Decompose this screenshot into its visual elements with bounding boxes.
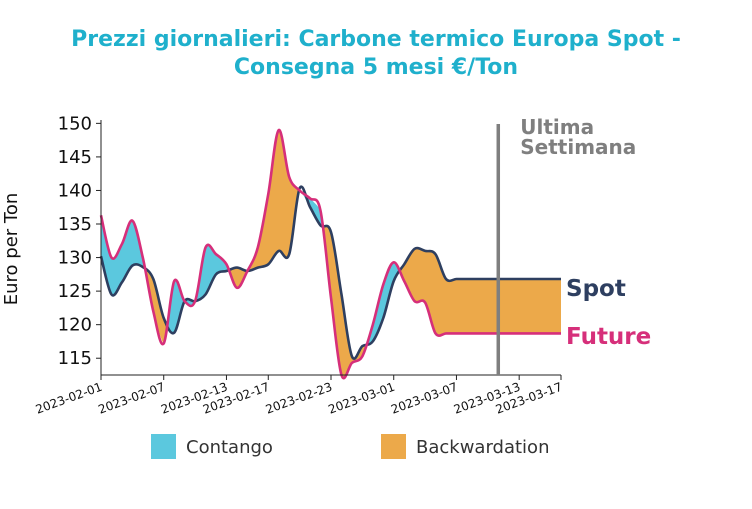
chart-title-line-2: Consegna 5 mesi €/Ton — [234, 55, 518, 80]
chart-title: Prezzi giornalieri: Carbone termico Euro… — [71, 27, 681, 80]
backwardation-region-8 — [399, 248, 561, 336]
chart-title-line-1: Prezzi giornalieri: Carbone termico Euro… — [71, 27, 681, 52]
backwardation-region-6 — [322, 225, 367, 379]
y-tick-label-125: 125 — [58, 281, 92, 302]
series-line-future — [99, 128, 561, 380]
end-label-spot: Spot — [566, 276, 626, 302]
last-week-label-line-2: Settimana — [520, 135, 636, 159]
end-label-future: Future — [566, 324, 651, 350]
y-tick-label-115: 115 — [58, 348, 92, 369]
legend-label-contango: Contango — [186, 437, 273, 458]
x-tick-label-2023-03-07: 2023-03-07 — [389, 380, 459, 417]
legend-swatch-contango — [151, 434, 176, 459]
y-axis-label: Euro per Ton — [1, 193, 22, 306]
series-end-labels: Spot Future — [566, 276, 651, 350]
x-tick-label-2023-03-01: 2023-03-01 — [326, 380, 396, 417]
y-tick-label-120: 120 — [58, 315, 92, 336]
backwardation-region-1 — [145, 269, 168, 344]
series-line-spot — [99, 185, 561, 360]
last-week-label-line-1: Ultima — [520, 115, 594, 139]
backwardation-region-3 — [229, 129, 300, 288]
legend: Contango Backwardation — [151, 434, 549, 459]
y-tick-label-130: 130 — [58, 248, 92, 269]
x-tick-label-2023-02-07: 2023-02-07 — [96, 380, 166, 417]
contango-region-0 — [101, 215, 146, 296]
fill-regions — [101, 129, 561, 379]
y-tick-label-145: 145 — [58, 147, 92, 168]
y-tick-label-150: 150 — [58, 113, 92, 134]
legend-swatch-backwardation — [381, 434, 406, 459]
x-tick-label-2023-02-01: 2023-02-01 — [34, 380, 104, 417]
y-tick-label-135: 135 — [58, 214, 92, 235]
y-tick-label-140: 140 — [58, 180, 92, 201]
x-tick-label-2023-02-23: 2023-02-23 — [264, 380, 334, 417]
series-lines — [99, 128, 561, 380]
legend-label-backwardation: Backwardation — [416, 437, 549, 458]
contango-region-7 — [366, 262, 400, 345]
